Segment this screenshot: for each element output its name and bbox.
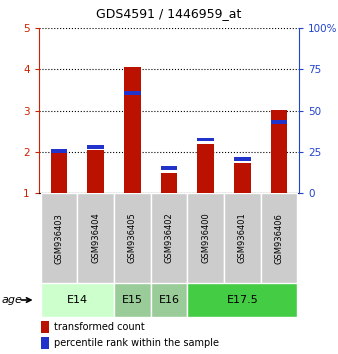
Bar [41,283,114,317]
Bar [51,149,67,153]
Bar [197,144,214,193]
Bar [124,67,141,193]
Bar [114,283,151,317]
Bar [42,321,49,333]
Bar [41,193,77,283]
Text: E15: E15 [122,295,143,305]
Bar [271,110,287,193]
Text: percentile rank within the sample: percentile rank within the sample [54,338,219,348]
Bar [261,193,297,283]
Text: GSM936400: GSM936400 [201,213,210,263]
Bar [271,120,287,124]
Text: GSM936403: GSM936403 [54,213,64,263]
Text: transformed count: transformed count [54,322,145,332]
Text: GDS4591 / 1446959_at: GDS4591 / 1446959_at [96,7,242,20]
Text: GSM936404: GSM936404 [91,213,100,263]
Bar [77,193,114,283]
Bar [234,157,250,161]
Text: E17.5: E17.5 [226,295,258,305]
Text: GSM936405: GSM936405 [128,213,137,263]
Bar [88,150,104,193]
Bar [187,193,224,283]
Text: E16: E16 [159,295,179,305]
Bar [151,283,187,317]
Bar [224,193,261,283]
Text: GSM936401: GSM936401 [238,213,247,263]
Bar [88,145,104,149]
Bar [151,193,187,283]
Text: GSM936402: GSM936402 [165,213,173,263]
Bar [197,138,214,141]
Bar [51,152,67,193]
Text: age: age [2,295,23,305]
Bar [42,337,49,349]
Text: E14: E14 [67,295,88,305]
Bar [234,163,250,193]
Text: GSM936406: GSM936406 [274,213,284,263]
Bar [114,193,151,283]
Bar [187,283,297,317]
Bar [161,166,177,170]
Bar [124,91,141,95]
Bar [161,173,177,193]
